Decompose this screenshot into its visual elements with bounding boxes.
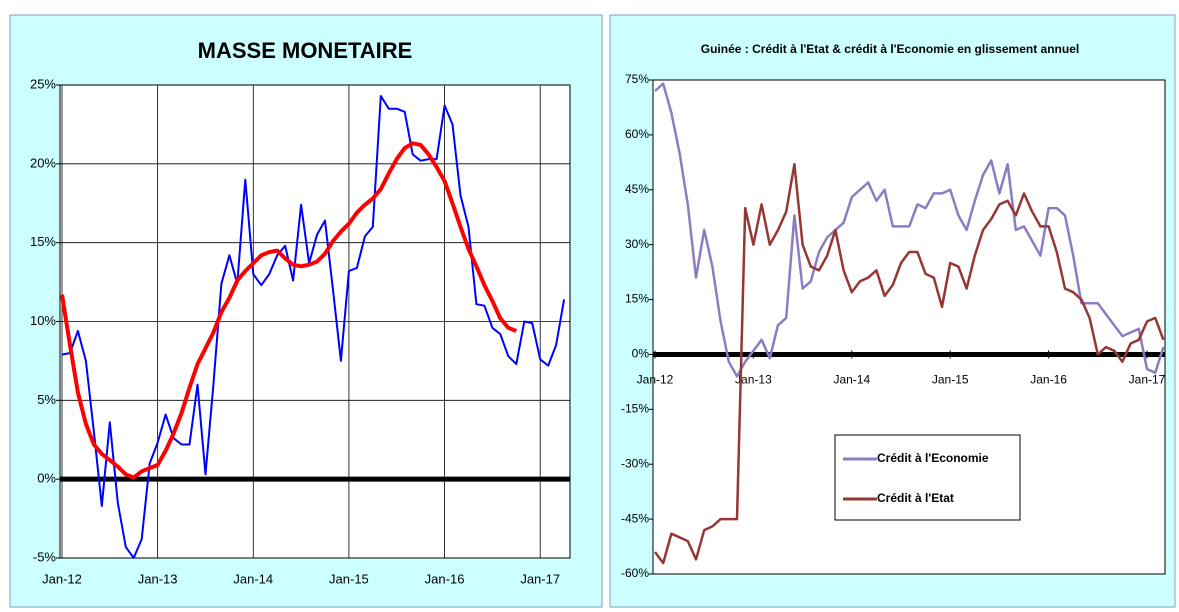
x-tick-label: Jan-14 — [233, 571, 273, 586]
x-tick-label: Jan-13 — [735, 373, 772, 387]
legend-label: Crédit à l'Economie — [877, 451, 989, 465]
y-tick-label: -15% — [621, 402, 649, 416]
y-tick-label: 20% — [30, 155, 56, 170]
series-line — [61, 95, 566, 559]
y-tick-label: 60% — [625, 127, 649, 141]
x-tick-label: Jan-13 — [138, 571, 178, 586]
y-tick-label: 45% — [625, 182, 649, 196]
y-tick-label: 10% — [30, 313, 56, 328]
x-tick-label: Jan-16 — [425, 571, 465, 586]
series-line — [60, 141, 518, 480]
x-tick-label: Jan-17 — [520, 571, 560, 586]
y-tick-label: -5% — [33, 549, 57, 564]
y-tick-label: 5% — [37, 392, 56, 407]
x-tick-label: Jan-15 — [329, 571, 369, 586]
chart-title: MASSE MONETAIRE — [198, 38, 413, 63]
x-tick-label: Jan-15 — [932, 373, 969, 387]
x-tick-label: Jan-12 — [42, 571, 82, 586]
y-tick-label: 15% — [30, 234, 56, 249]
x-tick-label: Jan-17 — [1129, 373, 1166, 387]
y-tick-label: 30% — [625, 237, 649, 251]
legend-label: Crédit à l'Etat — [877, 491, 954, 505]
y-tick-label: -60% — [621, 566, 649, 580]
x-tick-label: Jan-12 — [637, 373, 674, 387]
y-tick-label: 0% — [632, 347, 650, 361]
legend-box — [834, 434, 1021, 521]
x-tick-label: Jan-16 — [1030, 373, 1067, 387]
y-tick-label: -30% — [621, 456, 649, 470]
y-tick-label: 15% — [625, 292, 649, 306]
y-tick-label: 0% — [37, 471, 56, 486]
y-tick-label: 25% — [30, 76, 56, 91]
y-tick-label: 75% — [625, 72, 649, 86]
chart-title: Guinée : Crédit à l'Etat & crédit à l'Ec… — [701, 42, 1079, 56]
series-line — [653, 162, 1165, 565]
x-tick-label: Jan-14 — [833, 373, 870, 387]
y-tick-label: -45% — [621, 511, 649, 525]
